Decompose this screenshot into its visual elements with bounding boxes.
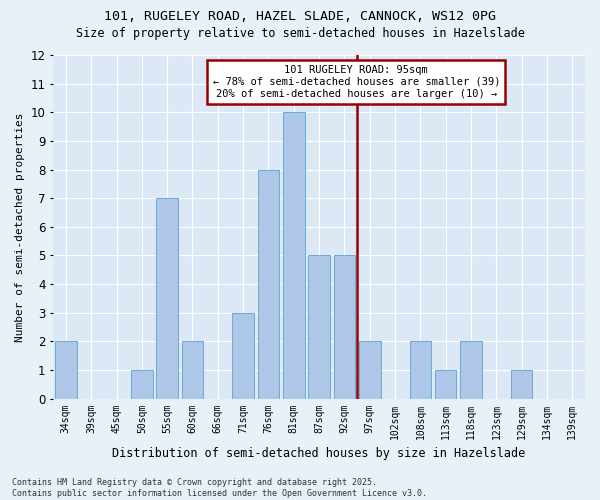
Bar: [157, 198, 178, 398]
Bar: [283, 112, 305, 399]
Y-axis label: Number of semi-detached properties: Number of semi-detached properties: [15, 112, 25, 342]
Bar: [55, 342, 77, 398]
Bar: [232, 312, 254, 398]
Bar: [334, 256, 355, 398]
Text: 101 RUGELEY ROAD: 95sqm
← 78% of semi-detached houses are smaller (39)
20% of se: 101 RUGELEY ROAD: 95sqm ← 78% of semi-de…: [212, 66, 500, 98]
Bar: [359, 342, 380, 398]
Text: 101, RUGELEY ROAD, HAZEL SLADE, CANNOCK, WS12 0PG: 101, RUGELEY ROAD, HAZEL SLADE, CANNOCK,…: [104, 10, 496, 23]
Bar: [257, 170, 279, 398]
Bar: [511, 370, 532, 398]
Bar: [308, 256, 330, 398]
Bar: [435, 370, 457, 398]
X-axis label: Distribution of semi-detached houses by size in Hazelslade: Distribution of semi-detached houses by …: [112, 447, 526, 460]
Bar: [460, 342, 482, 398]
Bar: [410, 342, 431, 398]
Text: Contains HM Land Registry data © Crown copyright and database right 2025.
Contai: Contains HM Land Registry data © Crown c…: [12, 478, 427, 498]
Bar: [182, 342, 203, 398]
Bar: [131, 370, 152, 398]
Text: Size of property relative to semi-detached houses in Hazelslade: Size of property relative to semi-detach…: [76, 28, 524, 40]
